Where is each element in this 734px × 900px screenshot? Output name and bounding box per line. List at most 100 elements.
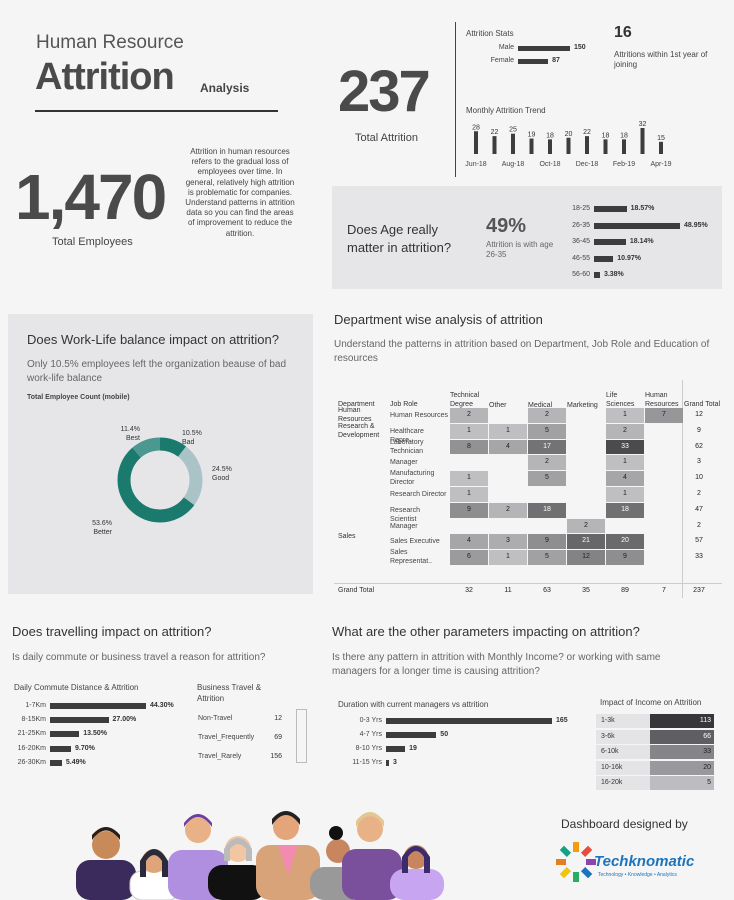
dept-cell: 21: [567, 534, 605, 550]
dept-grand-total-value: 63: [543, 587, 551, 594]
manager-value-8-10 Yrs: 19: [409, 745, 417, 752]
dept-cell: 6: [450, 550, 488, 565]
dept-name: Human Resources: [338, 407, 372, 423]
dept-edu-header-3: Marketing: [567, 402, 598, 409]
wlb-panel: [8, 314, 313, 594]
income-value-6-10k: 33: [703, 748, 711, 755]
age-pct: 49%: [486, 215, 527, 237]
dept-cell: 2: [567, 518, 605, 534]
age-value-26-35: 48.95%: [684, 221, 708, 229]
dept-cell: 12: [567, 550, 605, 565]
income-cell-10-16k: [650, 760, 714, 775]
designed-by-label: Dashboard designed by: [561, 817, 688, 831]
dept-row-role: Sales Representat..: [390, 549, 433, 566]
dept-row-role: Sales Executive: [390, 538, 440, 546]
donut-label-bad: Bad: [182, 439, 195, 446]
dept-cell: 4: [450, 534, 488, 550]
dept-row-role: Manufacturing Director: [390, 470, 435, 487]
income-cell-6-10k: [650, 745, 714, 759]
commute-label-8-15Km: 8-15Km: [21, 716, 46, 724]
manager-bar-4-7 Yrs: [386, 732, 437, 738]
dept-cell: 5: [528, 423, 566, 439]
trend-bar-Apr-19: [659, 141, 663, 154]
dept-row-total: 33: [695, 553, 703, 561]
dept-cell: 18: [528, 502, 566, 518]
trend-value-Jan-19: 18: [602, 132, 610, 139]
manager-label-8-10 Yrs: 8-10 Yrs: [355, 745, 382, 752]
business-scrollbar[interactable]: [296, 709, 307, 763]
total-attrition-label: Total Attrition: [355, 132, 418, 144]
donut-label-better: Better: [93, 529, 112, 536]
manager-label-11-15 Yrs: 11-15 Yrs: [352, 759, 382, 766]
donut-label-good: Good: [212, 475, 229, 482]
trend-tick-Apr-19: Apr-19: [650, 161, 671, 168]
commute-label-21-25Km: 21-25Km: [17, 730, 46, 738]
manager-value-11-15 Yrs: 3: [393, 759, 397, 766]
dept-cell: 9: [606, 550, 644, 565]
business-label-Travel_Rarely: Travel_Rarely: [198, 753, 242, 760]
title-line2: Attrition: [35, 56, 175, 98]
total-employees-value: 1,470: [15, 161, 167, 233]
commute-bar-8-15Km: [50, 717, 109, 724]
monthly-trend-title: Monthly Attrition Trend: [466, 106, 546, 115]
dept-cell: 1: [450, 471, 488, 486]
dept-row-role: Healthcare Repre..: [390, 427, 424, 444]
income-label-16-20k: 16-20k: [601, 779, 623, 786]
dept-cell: 1: [450, 487, 488, 502]
dept-name: Sales: [338, 533, 356, 541]
dept-grand-total-value: 89: [621, 587, 629, 594]
dept-cell: 17: [528, 439, 566, 455]
trend-bar-Sep-18: [529, 138, 534, 154]
age-value-46-55: 10.97%: [617, 254, 642, 262]
dept-row-total: 62: [695, 442, 703, 450]
dept-edu-header-4: Life Sciences: [606, 392, 635, 408]
dept-cell: 1: [489, 423, 527, 439]
manager-caption: Duration with current managers vs attrit…: [338, 700, 489, 709]
dept-edu-header-0: Technical Degree: [450, 392, 480, 408]
title-line1: Human Resource: [36, 32, 184, 53]
income-label-10-16k: 10-16k: [601, 763, 623, 771]
trend-value-Apr-19: 15: [657, 135, 665, 142]
age-bar-18-25: [594, 206, 627, 212]
trend-value-Jun-18: 28: [472, 124, 480, 131]
dept-cell: 18: [606, 502, 644, 518]
title-line3: Analysis: [200, 81, 250, 95]
people-illustration: [76, 811, 444, 900]
dept-name: Research & Development: [338, 422, 380, 439]
commute-caption: Daily Commute Distance & Attrition: [14, 683, 139, 692]
trend-bar-Jul-18: [492, 136, 497, 154]
donut-value-best: 11.4%: [121, 426, 140, 433]
donut-value-bad: 10.5%: [182, 430, 202, 437]
trend-value-Mar-19: 32: [639, 121, 647, 128]
first-year-label: Attritions within 1st year of joining: [614, 50, 708, 69]
commute-bar-16-20Km: [50, 745, 72, 752]
trend-value-Aug-18: 25: [509, 127, 517, 134]
dept-subtitle: Understand the patterns in attrition bas…: [334, 339, 710, 364]
trend-value-Jul-18: 22: [491, 129, 499, 136]
manager-label-0-3 Yrs: 0-3 Yrs: [359, 717, 382, 724]
age-value-36-45: 18.14%: [629, 238, 654, 245]
business-value-Travel_Frequently: 69: [274, 734, 282, 741]
dept-cell: 1: [606, 408, 644, 423]
donut-slice-best: [117, 437, 203, 523]
header-divider: [455, 22, 456, 177]
dept-cell: 4: [489, 439, 527, 455]
dept-row-role: Laboratory Technician: [390, 438, 424, 455]
dept-row-role: Research Director: [390, 491, 447, 498]
dept-cell: 1: [489, 550, 527, 565]
logo-text: Techknomatic: [594, 853, 695, 870]
dept-cell: 2: [489, 502, 527, 518]
stats-bar-female: [518, 59, 549, 64]
other-subtitle: Is there any pattern in attrition with M…: [332, 652, 661, 677]
income-value-3-6k: 66: [703, 732, 711, 740]
dept-grand-total-value: 7: [662, 587, 666, 594]
age-label-56-60: 56-60: [572, 271, 590, 278]
trend-bar-Aug-18: [511, 133, 515, 154]
trend-value-Oct-18: 18: [546, 132, 554, 139]
dept-cell: 1: [606, 487, 644, 502]
wlb-subtitle: Only 10.5% employees left the organizati…: [27, 359, 287, 384]
first-year-value: 16: [614, 24, 632, 41]
business-value-Non-Travel: 12: [274, 715, 282, 722]
other-title: What are the other parameters impacting …: [332, 624, 640, 639]
dept-cell: 2: [606, 423, 644, 439]
